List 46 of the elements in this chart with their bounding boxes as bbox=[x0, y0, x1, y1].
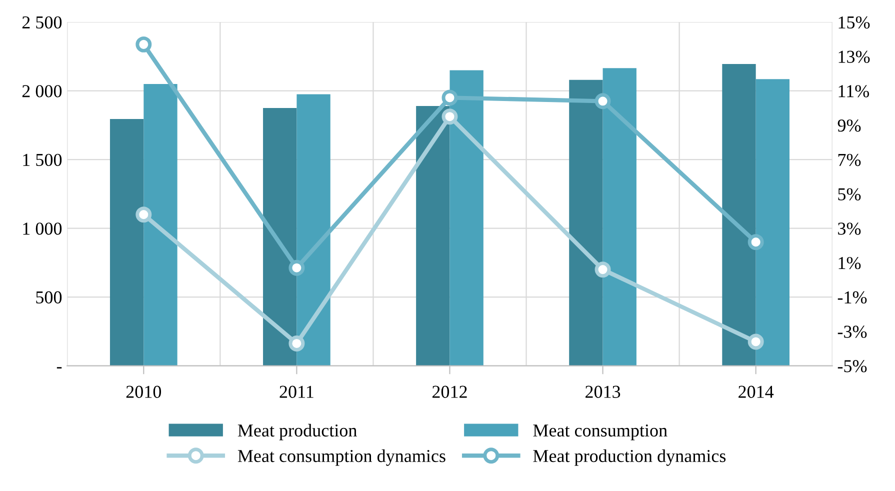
x-tick-label: 2012 bbox=[432, 386, 467, 398]
y2-tick-label: -3% bbox=[838, 326, 867, 338]
point bbox=[136, 206, 152, 223]
bar bbox=[722, 64, 756, 366]
y2-tick-label: 7% bbox=[838, 154, 861, 166]
y-tick-label: 1 000 bbox=[23, 222, 62, 235]
y-tick-label: 2 000 bbox=[22, 85, 62, 98]
point bbox=[748, 334, 764, 350]
point bbox=[136, 36, 152, 52]
point bbox=[288, 260, 305, 276]
y2-tick-label: -1% bbox=[838, 291, 867, 304]
legend-label: Meat production bbox=[238, 424, 357, 440]
point bbox=[748, 234, 764, 250]
x-tick-label: 2011 bbox=[280, 386, 314, 398]
bar bbox=[110, 119, 144, 366]
x-tick-label: 2010 bbox=[126, 386, 162, 398]
y-tick-label: 2 500 bbox=[22, 16, 62, 29]
x-tick-label: 2013 bbox=[586, 386, 620, 398]
point bbox=[442, 90, 458, 106]
y2-tick-label: 13% bbox=[838, 50, 870, 63]
y-tick-label: - bbox=[56, 367, 62, 368]
point bbox=[594, 262, 611, 278]
y2-tick-label: 11% bbox=[838, 85, 870, 98]
legend-label: Meat consumption bbox=[533, 424, 668, 440]
x-tick-label: 2014 bbox=[738, 386, 774, 398]
legend-label: Meat consumption dynamics bbox=[238, 449, 446, 466]
bar bbox=[569, 80, 603, 366]
bar bbox=[296, 94, 330, 366]
y2-tick-label: 15% bbox=[838, 16, 870, 29]
y2-tick-label: 1% bbox=[838, 256, 861, 270]
y-tick-label: 1 500 bbox=[23, 154, 62, 166]
bar bbox=[416, 106, 450, 366]
point bbox=[288, 335, 305, 352]
y2-tick-label: -5% bbox=[838, 360, 867, 372]
point bbox=[442, 108, 458, 125]
bar bbox=[144, 84, 178, 366]
point bbox=[594, 93, 611, 110]
y2-tick-label: 3% bbox=[838, 222, 861, 235]
bar bbox=[602, 68, 636, 366]
bar bbox=[756, 79, 790, 366]
y-tick-label: 500 bbox=[36, 291, 62, 304]
legend-label: Meat production dynamics bbox=[533, 449, 726, 466]
bar bbox=[450, 70, 484, 366]
bar bbox=[263, 108, 297, 366]
y2-tick-label: 5% bbox=[838, 188, 861, 200]
y2-tick-label: 9% bbox=[838, 119, 861, 132]
